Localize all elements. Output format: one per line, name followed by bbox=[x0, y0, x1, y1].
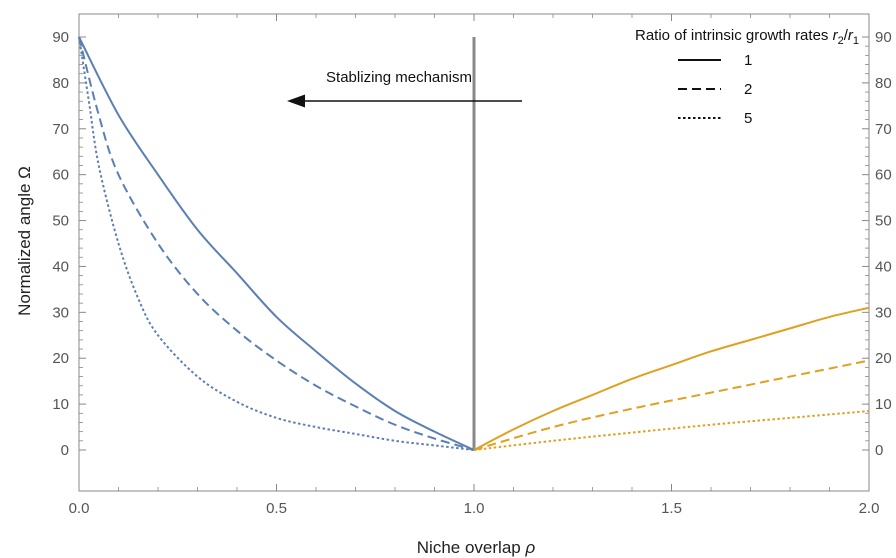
series-line-ratio-5 bbox=[78, 36, 475, 451]
legend-title-prefix: Ratio of intrinsic growth rates bbox=[635, 27, 833, 44]
series-line-ratio-2 bbox=[473, 359, 870, 451]
annotation-text: Stablizing mechanism bbox=[326, 69, 472, 86]
y-tick-label: 90 bbox=[52, 29, 69, 46]
legend-title-sub2: 1 bbox=[853, 35, 859, 47]
series-line-ratio-5 bbox=[473, 409, 870, 451]
y-tick-label: 0 bbox=[61, 442, 69, 459]
annotation-arrow-head bbox=[287, 94, 305, 108]
y-axis-title: Normalized angle Ω bbox=[15, 166, 34, 316]
x-axis-title-text: Niche overlap bbox=[417, 538, 521, 557]
legend-title-var1: r bbox=[833, 27, 839, 44]
legend-title-sub1: 2 bbox=[838, 35, 844, 47]
y-tick-label-right: 80 bbox=[875, 75, 892, 92]
y-tick-label-right: 90 bbox=[875, 29, 892, 46]
legend-title: Ratio of intrinsic growth rates r2/r1 bbox=[635, 27, 859, 47]
y-tick-label-right: 30 bbox=[875, 304, 892, 321]
x-axis-title-symbol: ρ bbox=[524, 538, 535, 557]
legend-title-slash: / bbox=[844, 27, 849, 44]
y-tick-label: 40 bbox=[52, 258, 69, 275]
legend-title-var2: r bbox=[848, 27, 854, 44]
legend-entry-label: 5 bbox=[744, 110, 752, 127]
x-tick-label: 1.5 bbox=[661, 500, 682, 517]
y-tick-label-right: 0 bbox=[875, 442, 883, 459]
y-tick-label-right: 50 bbox=[875, 213, 892, 230]
x-tick-label: 0.0 bbox=[69, 500, 90, 517]
y-tick-label-right: 10 bbox=[875, 396, 892, 413]
y-tick-label: 10 bbox=[52, 396, 69, 413]
legend: Ratio of intrinsic growth rates r2/r1 12… bbox=[635, 27, 859, 127]
legend-entry-label: 1 bbox=[744, 52, 752, 69]
x-tick-label: 2.0 bbox=[859, 500, 880, 517]
y-tick-label: 70 bbox=[52, 121, 69, 138]
x-axis-title: Niche overlap ρ bbox=[417, 538, 536, 557]
x-tick-label: 1.0 bbox=[464, 500, 485, 517]
y-tick-label-right: 70 bbox=[875, 121, 892, 138]
y-tick-label-right: 40 bbox=[875, 258, 892, 275]
y-tick-label: 60 bbox=[52, 167, 69, 184]
y-tick-label: 20 bbox=[52, 350, 69, 367]
series-line-ratio-2 bbox=[78, 36, 475, 451]
y-tick-label-right: 20 bbox=[875, 350, 892, 367]
annotation: Stablizing mechanism bbox=[287, 69, 522, 108]
legend-entry-label: 2 bbox=[744, 81, 752, 98]
series-line-ratio-1 bbox=[78, 36, 475, 451]
y-tick-label: 80 bbox=[52, 75, 69, 92]
y-tick-label-right: 60 bbox=[875, 167, 892, 184]
series-line-ratio-1 bbox=[473, 306, 870, 451]
y-tick-label: 30 bbox=[52, 304, 69, 321]
legend-entries: 1 2 5 bbox=[678, 52, 752, 127]
axis-ticks: 0 0 10 10 20 20 30 30 40 40 50 50 60 60 70 70 80 80 90 90 0.… bbox=[52, 14, 892, 517]
x-tick-label: 0.5 bbox=[266, 500, 287, 517]
y-tick-label: 50 bbox=[52, 213, 69, 230]
series-group bbox=[78, 36, 870, 451]
